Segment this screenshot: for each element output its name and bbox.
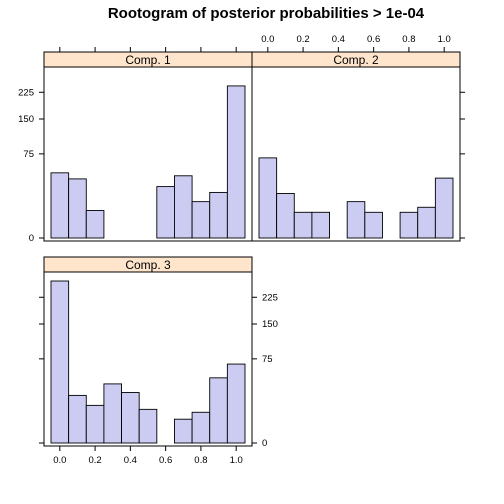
histogram-bar — [258, 157, 278, 239]
y-tick-label: 0 — [262, 438, 267, 449]
histogram-bar — [121, 392, 140, 444]
y-tick-label: 0 — [29, 233, 34, 244]
panel-strip-label: Comp. 2 — [333, 53, 379, 67]
panel-3: Comp. 3 — [43, 256, 253, 447]
x-tick-label: 1.0 — [438, 34, 451, 45]
histogram-bar — [68, 178, 87, 239]
panel-2: Comp. 2 — [251, 51, 461, 242]
histogram-bar — [346, 201, 366, 239]
y-tick-label: 225 — [18, 87, 34, 98]
y-axis-right — [460, 91, 465, 239]
chart-title: Rootogram of posterior probabilities > 1… — [108, 5, 425, 22]
x-tick-label: 0.4 — [332, 34, 345, 45]
panel-frame — [251, 51, 461, 242]
y-axis-right: 0 75 150 225 — [252, 292, 278, 449]
histogram-bar — [191, 201, 211, 239]
x-tick-label: 0.2 — [88, 455, 101, 466]
y-tick-label: 75 — [23, 149, 34, 160]
panel-strip-label: Comp. 3 — [125, 258, 171, 272]
panel-frame — [43, 256, 253, 447]
histogram-bar — [156, 186, 175, 239]
histogram-bar — [174, 175, 193, 239]
histogram-bar — [364, 211, 383, 239]
histogram-bar — [68, 394, 87, 444]
histogram-bar — [50, 172, 70, 239]
histogram-bar — [191, 411, 211, 444]
x-tick-label: 0.0 — [53, 455, 66, 466]
panel-1: Comp. 1 — [43, 51, 253, 242]
histogram-bar — [50, 280, 70, 444]
histogram-bar — [434, 177, 454, 239]
y-tick-label: 150 — [18, 114, 34, 125]
histogram-bar — [417, 206, 436, 239]
x-tick-label: 0.6 — [367, 34, 380, 45]
histogram-bar — [103, 383, 122, 444]
y-axis-left — [39, 296, 44, 444]
x-axis-top: 0.0 0.2 0.4 0.6 0.8 1.0 — [261, 34, 451, 52]
y-tick-label: 150 — [262, 319, 278, 330]
x-tick-label: 0.6 — [159, 455, 172, 466]
x-tick-label: 0.8 — [402, 34, 415, 45]
histogram-bar — [209, 377, 228, 444]
histogram-bar — [85, 404, 105, 444]
histogram-bar — [226, 85, 246, 239]
histogram-bar — [311, 211, 330, 239]
x-tick-label: 0.4 — [124, 455, 137, 466]
x-tick-label: 1.0 — [230, 455, 243, 466]
histogram-bar — [399, 211, 419, 239]
y-tick-label: 75 — [262, 354, 273, 365]
y-tick-label: 225 — [262, 292, 278, 303]
x-tick-label: 0.0 — [261, 34, 274, 45]
histogram-bar — [138, 408, 158, 444]
panel-strip-label: Comp. 1 — [125, 53, 171, 67]
histogram-bar — [174, 418, 193, 444]
x-tick-label: 0.2 — [296, 34, 309, 45]
y-axis-left: 0 75 150 225 — [18, 87, 44, 244]
histogram-bar — [85, 210, 105, 239]
histogram-bar — [209, 191, 228, 239]
x-axis-bottom: 0.0 0.2 0.4 0.6 0.8 1.0 — [53, 446, 243, 466]
histogram-bar — [293, 211, 313, 239]
x-tick-label: 0.8 — [194, 455, 207, 466]
histogram-bar — [226, 363, 246, 444]
histogram-bar — [276, 193, 295, 239]
x-axis-top-ticks — [59, 47, 237, 52]
